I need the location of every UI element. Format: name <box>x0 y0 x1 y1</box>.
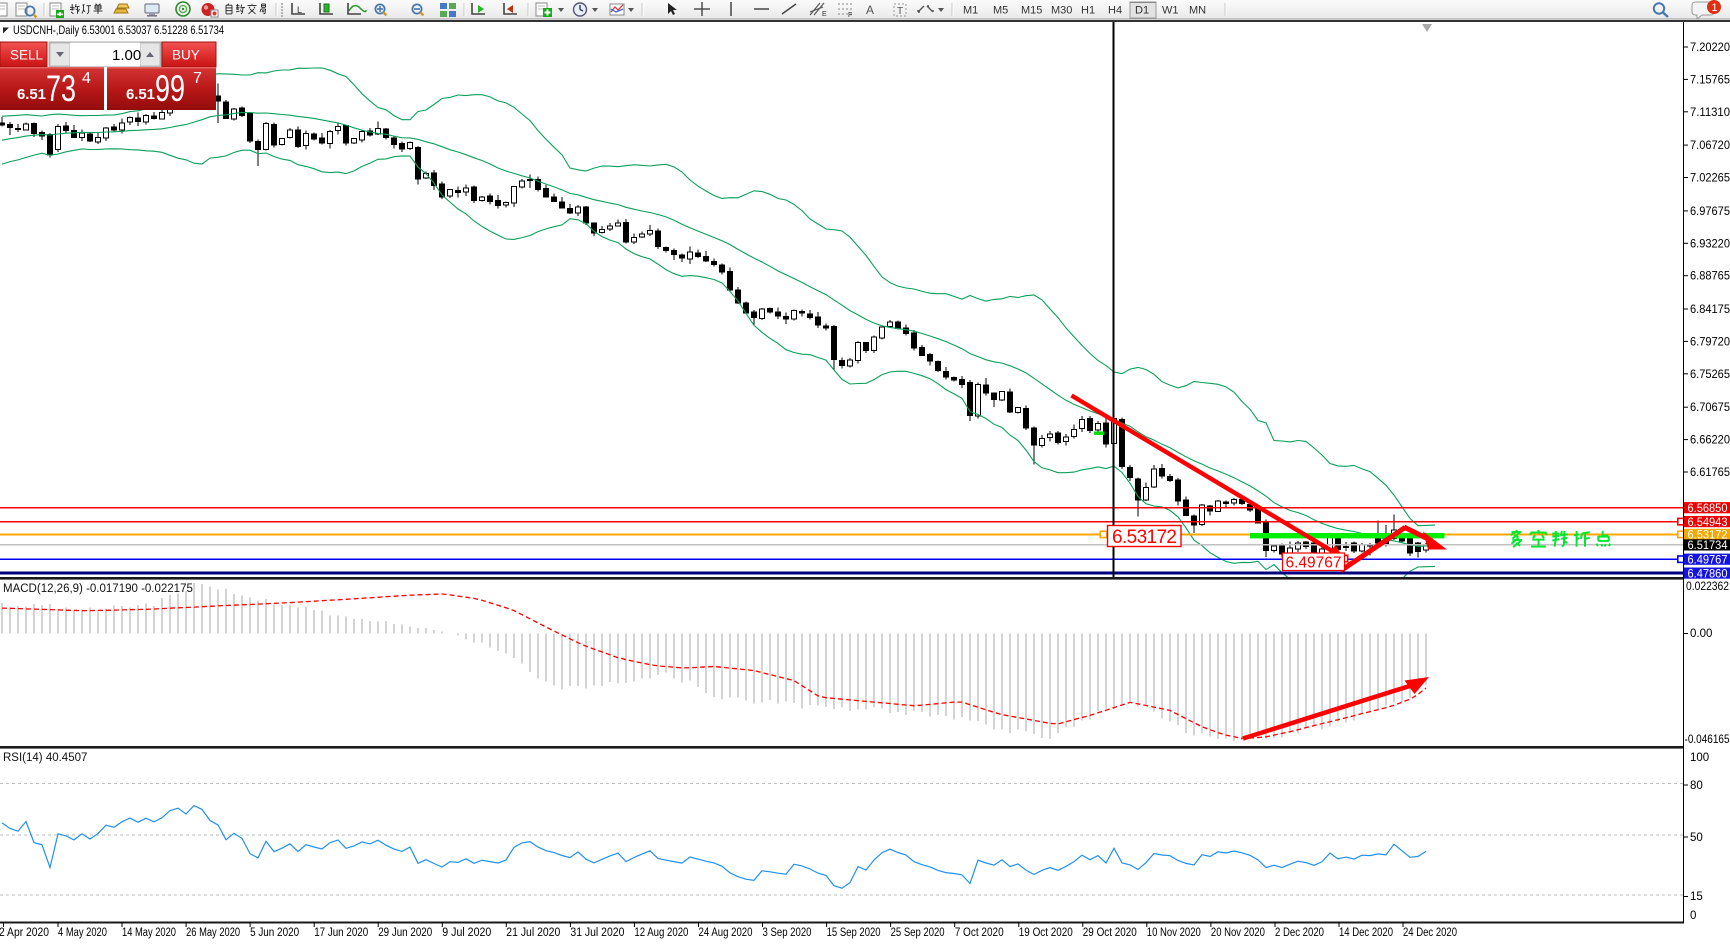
svg-text:RSI(14) 40.4507: RSI(14) 40.4507 <box>3 752 87 764</box>
svg-text:1.00: 1.00 <box>112 47 141 64</box>
svg-text:24 Dec 2020: 24 Dec 2020 <box>1403 927 1457 939</box>
svg-text:9 Jul 2020: 9 Jul 2020 <box>442 927 491 939</box>
svg-text:100: 100 <box>1690 752 1709 764</box>
svg-text:31 Jul 2020: 31 Jul 2020 <box>570 927 624 939</box>
svg-text:7.02265: 7.02265 <box>1690 173 1730 185</box>
svg-text:73: 73 <box>46 68 76 109</box>
svg-text:6.88765: 6.88765 <box>1690 271 1730 283</box>
svg-text:BUY: BUY <box>172 48 200 63</box>
svg-text:50: 50 <box>1690 832 1703 844</box>
svg-text:H4: H4 <box>1108 5 1122 17</box>
svg-text:12 Aug 2020: 12 Aug 2020 <box>634 927 688 939</box>
svg-text:14 Dec 2020: 14 Dec 2020 <box>1339 927 1393 939</box>
svg-text:6.47860: 6.47860 <box>1688 568 1728 580</box>
svg-text:17 Jun 2020: 17 Jun 2020 <box>314 927 368 939</box>
svg-text:MN: MN <box>1189 5 1206 17</box>
svg-text:4 May 2020: 4 May 2020 <box>58 927 107 939</box>
svg-text:15 Sep 2020: 15 Sep 2020 <box>827 927 881 939</box>
svg-text:6.61765: 6.61765 <box>1690 467 1730 479</box>
svg-text:M30: M30 <box>1051 5 1072 17</box>
svg-text:L: L <box>297 5 302 15</box>
svg-text:29 Oct 2020: 29 Oct 2020 <box>1083 927 1137 939</box>
svg-text:M15: M15 <box>1021 5 1042 17</box>
svg-text:7.11310: 7.11310 <box>1690 107 1730 119</box>
svg-text:6.51: 6.51 <box>126 86 155 103</box>
svg-text:M5: M5 <box>993 5 1008 17</box>
svg-text:6.84175: 6.84175 <box>1690 304 1730 316</box>
svg-text:MACD(12,26,9) -0.017190 -0.022: MACD(12,26,9) -0.017190 -0.022175 <box>3 583 193 595</box>
svg-text:6.97675: 6.97675 <box>1690 206 1730 218</box>
svg-text:T: T <box>897 6 903 17</box>
svg-text:10 Nov 2020: 10 Nov 2020 <box>1147 927 1201 939</box>
svg-text:7.20220: 7.20220 <box>1690 42 1730 54</box>
svg-text:6.70675: 6.70675 <box>1690 402 1730 414</box>
svg-text:0: 0 <box>1690 910 1696 922</box>
svg-text:-0.046165: -0.046165 <box>1685 734 1730 746</box>
svg-text:0.022362: 0.022362 <box>1686 581 1729 593</box>
svg-text:W1: W1 <box>1162 5 1179 17</box>
svg-text:29 Jun 2020: 29 Jun 2020 <box>378 927 432 939</box>
svg-text:6.54943: 6.54943 <box>1688 517 1728 529</box>
svg-text:25 Sep 2020: 25 Sep 2020 <box>891 927 945 939</box>
svg-text:6.49767: 6.49767 <box>1688 554 1728 566</box>
svg-text:F: F <box>848 12 852 19</box>
svg-text:80: 80 <box>1690 780 1703 792</box>
svg-text:6.49767: 6.49767 <box>1286 555 1342 572</box>
svg-text:6.53172: 6.53172 <box>1112 527 1177 548</box>
svg-text:7 Oct 2020: 7 Oct 2020 <box>955 927 1004 939</box>
svg-text:6.79720: 6.79720 <box>1690 336 1730 348</box>
svg-text:6.56850: 6.56850 <box>1688 503 1728 515</box>
svg-text:3 Sep 2020: 3 Sep 2020 <box>763 927 812 939</box>
svg-text:5 Jun 2020: 5 Jun 2020 <box>250 927 299 939</box>
svg-text:6.53172: 6.53172 <box>1688 530 1728 542</box>
svg-text:E: E <box>822 11 827 18</box>
svg-text:6.51: 6.51 <box>17 86 46 103</box>
svg-text:6.66220: 6.66220 <box>1690 435 1730 447</box>
svg-text:D1: D1 <box>1135 5 1149 17</box>
svg-text:20 Nov 2020: 20 Nov 2020 <box>1211 927 1265 939</box>
svg-text:15: 15 <box>1690 891 1703 903</box>
svg-text:6.93220: 6.93220 <box>1690 238 1730 250</box>
svg-text:M1: M1 <box>963 5 978 17</box>
svg-text:2 Dec 2020: 2 Dec 2020 <box>1275 927 1324 939</box>
svg-text:7.15765: 7.15765 <box>1690 74 1730 86</box>
svg-text:26 May 2020: 26 May 2020 <box>186 927 240 939</box>
svg-text:19 Oct 2020: 19 Oct 2020 <box>1019 927 1073 939</box>
svg-text:6.75265: 6.75265 <box>1690 369 1730 381</box>
svg-text:A: A <box>866 3 874 17</box>
svg-text:24 Aug 2020: 24 Aug 2020 <box>699 927 753 939</box>
svg-text:6.51734: 6.51734 <box>1688 540 1729 552</box>
svg-text:H1: H1 <box>1081 5 1095 17</box>
svg-text:99: 99 <box>155 68 185 109</box>
svg-text:USDCNH-,Daily 6.53001 6.53037: USDCNH-,Daily 6.53001 6.53037 6.51228 6.… <box>13 23 224 37</box>
svg-text:7.06720: 7.06720 <box>1690 140 1730 152</box>
svg-text:1: 1 <box>1712 2 1718 14</box>
svg-text:4: 4 <box>82 70 91 87</box>
svg-text:21 Jul 2020: 21 Jul 2020 <box>506 927 560 939</box>
svg-text:0.00: 0.00 <box>1690 628 1712 640</box>
svg-text:SELL: SELL <box>10 48 44 63</box>
svg-text:2 Apr 2020: 2 Apr 2020 <box>0 927 49 939</box>
svg-text:14 May 2020: 14 May 2020 <box>122 927 176 939</box>
svg-text:7: 7 <box>193 70 202 87</box>
